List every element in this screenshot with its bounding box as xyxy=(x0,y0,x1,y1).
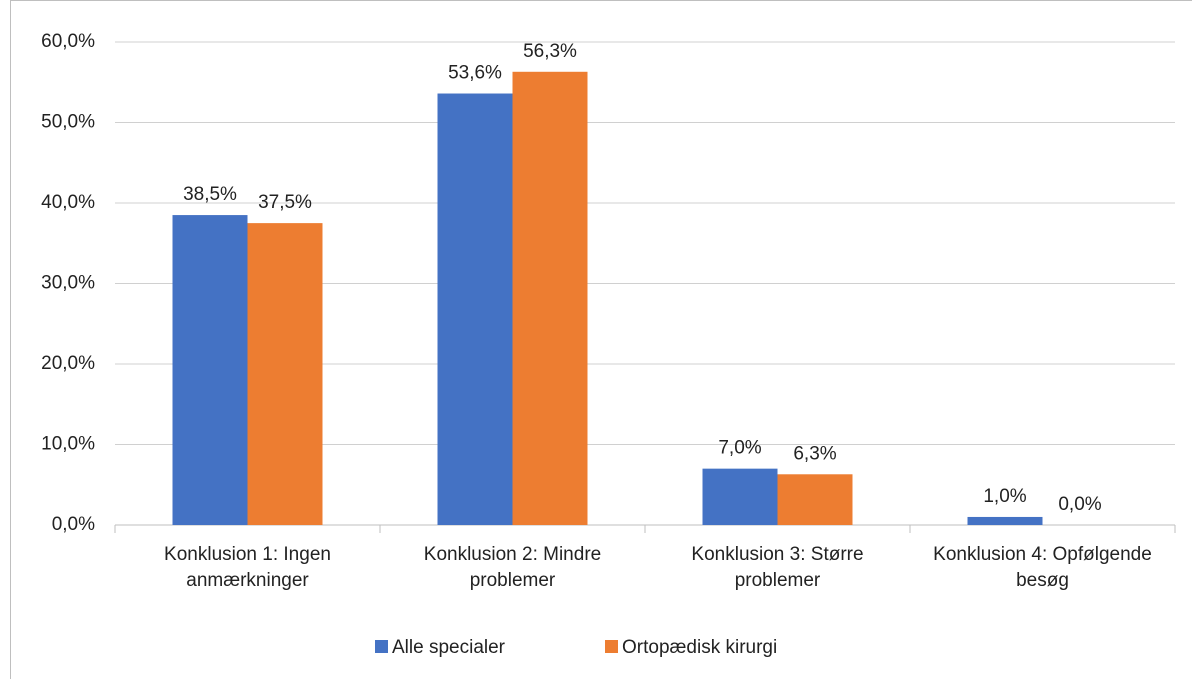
bar xyxy=(512,71,588,525)
legend-label: Ortopædisk kirurgi xyxy=(622,637,777,658)
x-tick-label: Konklusion 3: Større problemer xyxy=(691,544,864,591)
y-tick-label: 0,0% xyxy=(52,514,95,535)
legend-swatch xyxy=(605,640,618,653)
bar xyxy=(702,468,778,525)
y-tick-label: 40,0% xyxy=(41,192,95,213)
data-label: 7,0% xyxy=(718,438,761,459)
data-label: 0,0% xyxy=(1058,494,1101,515)
data-label: 53,6% xyxy=(448,63,502,84)
y-tick-label: 50,0% xyxy=(41,112,95,133)
x-tick-label: Konklusion 4: Opfølgende besøg xyxy=(933,544,1152,591)
data-label: 1,0% xyxy=(983,486,1026,507)
data-label: 37,5% xyxy=(258,192,312,213)
x-tick-label: Konklusion 2: Mindre problemer xyxy=(423,544,602,591)
data-label: 38,5% xyxy=(183,184,237,205)
bar xyxy=(437,93,513,526)
bar xyxy=(247,223,323,525)
chart-frame xyxy=(10,0,1192,679)
legend-swatch xyxy=(375,640,388,653)
y-tick-label: 30,0% xyxy=(41,273,95,294)
data-label: 6,3% xyxy=(793,443,836,464)
bar xyxy=(172,215,248,525)
x-tick-label: Konklusion 1: Ingen anmærkninger xyxy=(164,544,331,591)
data-label: 56,3% xyxy=(523,41,577,62)
y-tick-label: 10,0% xyxy=(41,434,95,455)
y-tick-label: 20,0% xyxy=(41,353,95,374)
bar xyxy=(777,474,853,525)
y-tick-label: 60,0% xyxy=(41,31,95,52)
bar xyxy=(967,516,1043,525)
legend-label: Alle specialer xyxy=(392,637,506,658)
